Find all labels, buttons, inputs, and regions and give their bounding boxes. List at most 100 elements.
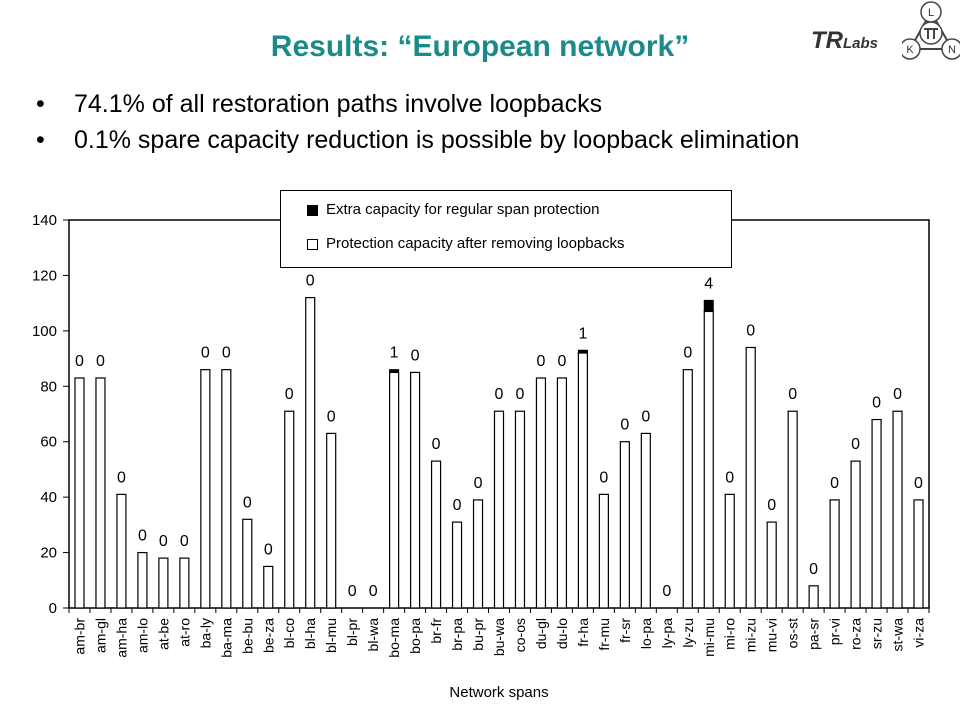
x-tick-label: fr-ha: [575, 618, 591, 647]
legend-item-extra: Extra capacity for regular span protecti…: [307, 201, 599, 218]
x-tick-label: ro-za: [848, 618, 864, 650]
x-tick-label: ly-pa: [659, 618, 675, 649]
x-tick-label: bl-co: [281, 618, 297, 649]
data-label: 0: [620, 417, 629, 434]
data-label: 0: [767, 497, 776, 514]
x-tick-label: co-os: [512, 618, 528, 652]
bar-protection: [724, 493, 735, 609]
bar-protection: [472, 499, 484, 609]
y-tick-label: 20: [40, 545, 57, 562]
legend-swatch-extra: [307, 204, 318, 216]
bar-protection: [745, 346, 756, 609]
bullet-item: • 0.1% spare capacity reduction is possi…: [36, 126, 916, 154]
knot-letter-k: K: [906, 44, 914, 56]
bar-extra: [703, 299, 714, 312]
x-tick-label: fr-sr: [617, 618, 633, 643]
data-label: 0: [201, 345, 210, 362]
bar-protection: [913, 499, 924, 609]
x-tick-label: am-lo: [134, 618, 150, 653]
knot-letter-n: N: [948, 44, 956, 56]
x-tick-label: br-pa: [449, 618, 465, 651]
data-label: 0: [599, 469, 608, 486]
bar-protection: [116, 493, 127, 609]
x-tick-label: bu-wa: [491, 618, 507, 656]
bar-protection: [389, 371, 400, 609]
slide-title: Results: “European network”: [270, 30, 690, 63]
x-tick-label: mi-ro: [722, 618, 738, 650]
bar-protection: [829, 499, 840, 609]
data-label: 0: [830, 475, 839, 492]
bar-protection: [284, 410, 295, 609]
bar-protection: [137, 551, 148, 609]
x-tick-label: du-gl: [533, 618, 549, 649]
x-tick-label: pa-sr: [806, 618, 822, 650]
x-tick-label: du-lo: [554, 618, 570, 649]
trlabs-logo-main: TR: [811, 27, 843, 54]
x-tick-label: br-fr: [428, 618, 444, 644]
data-label: 0: [306, 273, 315, 290]
data-label: 0: [327, 408, 336, 425]
data-label: 0: [285, 386, 294, 403]
bar-protection: [598, 493, 609, 609]
bullet-glyph: •: [36, 126, 45, 154]
bar-protection: [514, 410, 526, 609]
x-tick-label: bu-pr: [470, 618, 486, 651]
y-tick-label: 80: [40, 378, 57, 395]
bullet-glyph: •: [36, 90, 45, 118]
x-tick-label: ba-ly: [197, 618, 213, 648]
data-label: 1: [578, 325, 587, 342]
data-label: 0: [411, 347, 420, 364]
bar-protection: [577, 352, 589, 609]
data-label: 0: [809, 561, 818, 578]
bar-protection: [326, 432, 337, 609]
bullet-text: 74.1% of all restoration paths involve l…: [74, 90, 603, 118]
bar-protection: [242, 518, 253, 609]
x-tick-label: sr-zu: [869, 618, 885, 649]
bar-protection: [850, 460, 861, 609]
data-label: 0: [96, 353, 105, 370]
data-label: 0: [516, 386, 525, 403]
x-tick-label: bl-pr: [344, 618, 360, 646]
x-tick-label: vi-za: [911, 618, 927, 648]
bar-protection: [430, 460, 442, 609]
bar-protection: [200, 369, 211, 609]
data-label: 0: [159, 533, 168, 550]
data-label: 0: [683, 345, 692, 362]
x-tick-label: mi-zu: [743, 618, 759, 652]
x-tick-label: am-br: [71, 618, 87, 655]
bar-protection: [493, 410, 505, 609]
x-tick-label: at-be: [155, 618, 171, 650]
tum-knot-logo-icon: L K N: [902, 1, 960, 60]
x-tick-label: ba-ma: [218, 618, 234, 658]
data-label: 0: [872, 395, 881, 412]
bar-protection: [263, 565, 274, 609]
x-tick-label: st-wa: [890, 618, 906, 652]
y-tick-label: 120: [32, 267, 57, 284]
data-label: 0: [788, 386, 797, 403]
data-label: 0: [243, 494, 252, 511]
y-tick-label: 100: [32, 323, 57, 340]
y-tick-label: 40: [40, 489, 57, 506]
x-tick-label: at-ro: [176, 618, 192, 647]
bar-protection: [640, 432, 651, 609]
data-label: 0: [138, 528, 147, 545]
data-label: 0: [851, 436, 860, 453]
data-label: 0: [222, 345, 231, 362]
x-tick-label: be-za: [260, 618, 276, 653]
bullet-text: 0.1% spare capacity reduction is possibl…: [74, 126, 800, 154]
bar-protection: [871, 418, 882, 609]
data-label: 0: [369, 583, 378, 600]
trlabs-logo-sub: Labs: [843, 35, 879, 52]
x-tick-label: bo-ma: [386, 618, 402, 658]
x-tick-label: fr-mu: [596, 618, 612, 651]
data-label: 0: [495, 386, 504, 403]
bar-protection: [787, 410, 798, 609]
x-tick-label: bl-ha: [302, 618, 318, 649]
y-tick-label: 140: [32, 212, 57, 229]
bar-protection: [158, 557, 169, 609]
data-label: 0: [75, 353, 84, 370]
data-label: 4: [704, 275, 713, 292]
x-tick-label: ly-zu: [680, 618, 696, 648]
bullet-list: • 74.1% of all restoration paths involve…: [36, 90, 916, 162]
bar-protection: [892, 410, 903, 609]
